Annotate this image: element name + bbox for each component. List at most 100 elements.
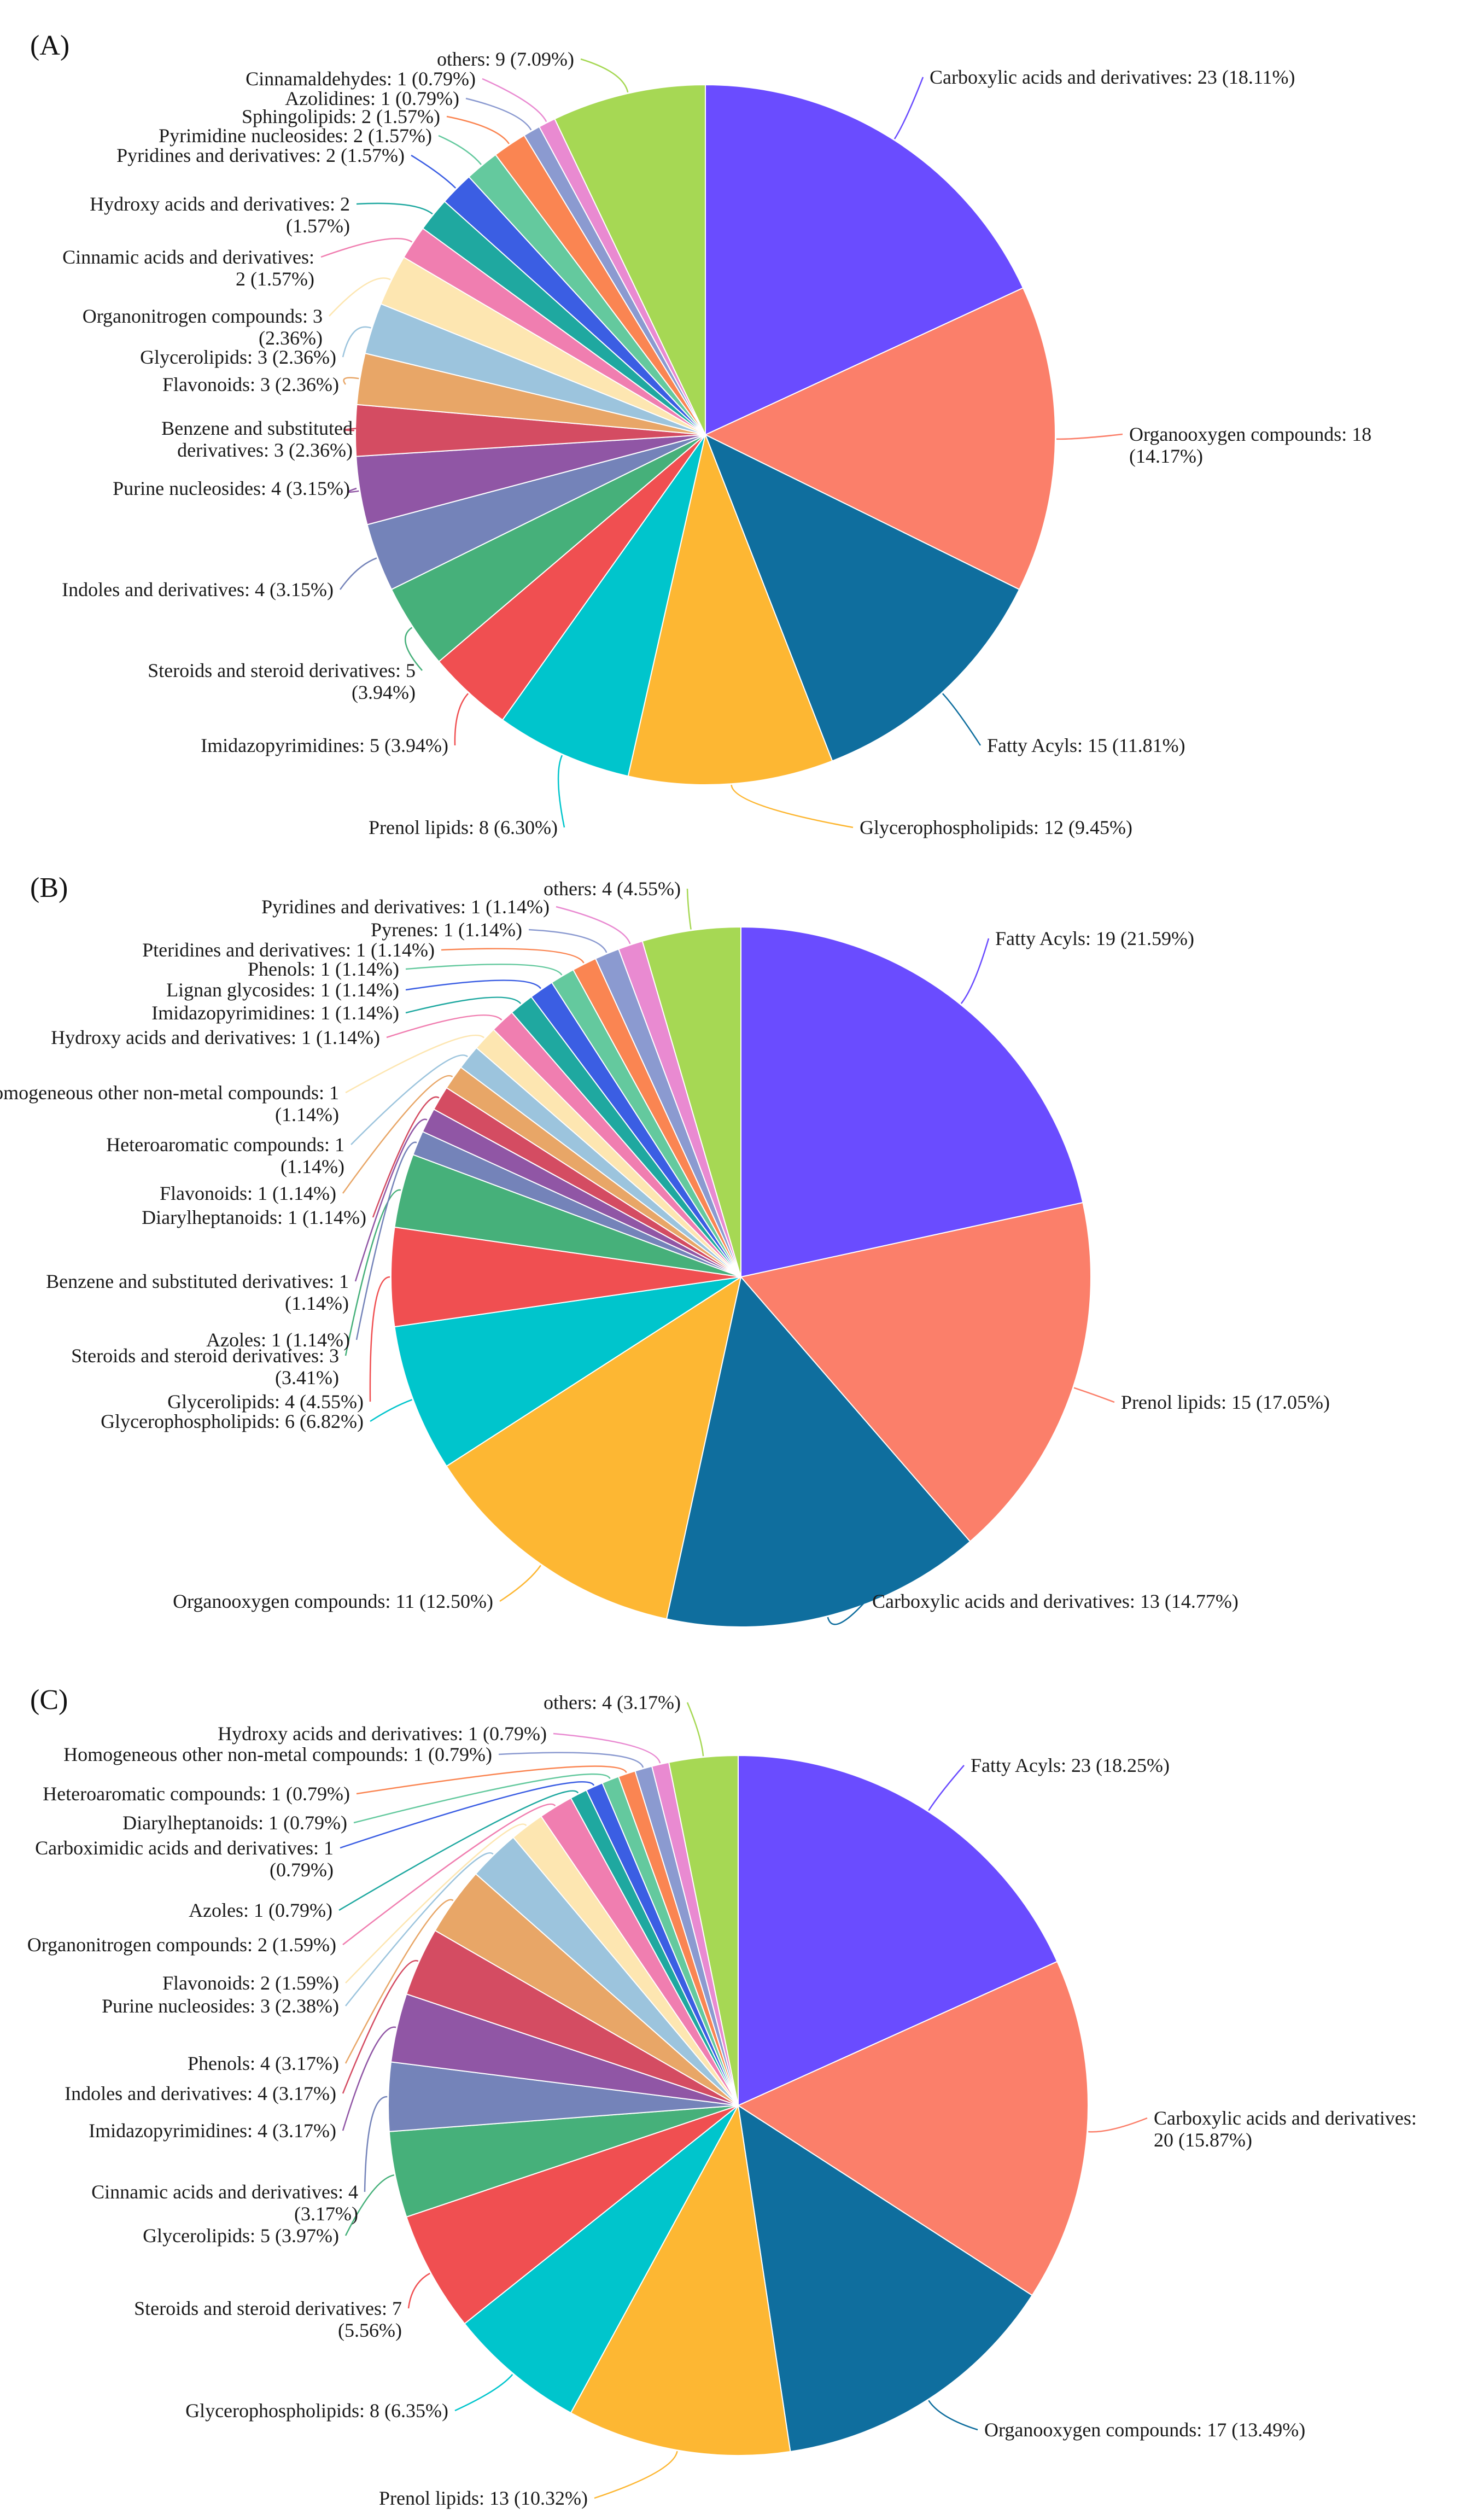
pie-slice-carboxylic-acids-and-derivatives[interactable] [737,1961,1089,2296]
leader-line-pyridines-and-derivatives [556,906,631,944]
leader-line-phenols [344,1899,454,2064]
slice-label-carboxylic-acids-and-derivatives: Carboxylic acids and derivatives: 20 (15.… [1154,2107,1417,2151]
slice-label-cinnamaldehydes: Cinnamaldehydes: 1 (0.79%) [246,68,476,90]
slice-label-azolidines: Azolidines: 1 (0.79%) [285,88,459,109]
leader-line-flavonoids [345,1823,527,1984]
slice-label-organooxygen-compounds: Organooxygen compounds: 11 (12.50%) [173,1590,493,1612]
pie-slice-glycerolipids[interactable] [390,1226,741,1328]
slice-label-purine-nucleosides: Purine nucleosides: 3 (2.38%) [102,1995,339,2017]
slice-label-steroids-and-steroid-derivatives: Steroids and steroid derivatives: 5 (3.94… [148,660,416,703]
leader-line-carboxylic-acids-and-derivatives [893,77,924,139]
leader-line-cinnamic-acids-and-derivatives [364,2096,388,2192]
leader-line-azoles [338,1790,579,1911]
slice-label-pyridines-and-derivatives: Pyridines and derivatives: 1 (1.14%) [261,896,550,918]
leader-line-lignan-glycosides [405,979,541,991]
leader-line-imidazopyrimidines [454,693,469,746]
slice-label-hydroxy-acids-and-derivatives: Hydroxy acids and derivatives: 1 (0.79%) [218,1723,547,1745]
slice-label-benzene-and-substituted-derivatives: Benzene and substituted derivatives: 3 (2… [161,417,353,461]
leader-line-fatty-acyls [942,693,982,746]
leader-line-indoles-and-derivatives [339,557,377,590]
slice-label-pteridines-and-derivatives: Pteridines and derivatives: 1 (1.14%) [142,939,435,961]
leader-line-glycerolipids [369,1276,390,1402]
pie-slice-organooxygen-compounds[interactable] [446,1275,742,1620]
pie-slice-glycerophospholipids[interactable] [464,2105,739,2414]
slice-label-fatty-acyls: Fatty Acyls: 15 (11.81%) [987,734,1185,756]
panel-label: (B) [30,872,68,903]
leader-line-hydroxy-acids-and-derivatives [386,1014,503,1039]
slice-label-purine-nucleosides: Purine nucleosides: 4 (3.15%) [113,477,350,499]
slice-label-diarylheptanoids: Diarylheptanoids: 1 (0.79%) [122,1812,347,1834]
leader-line-others [686,888,692,930]
slice-label-others: others: 4 (4.55%) [544,878,681,900]
slice-label-sphingolipids: Sphingolipids: 2 (1.57%) [242,106,440,127]
leader-line-azolidines [465,97,532,131]
slice-label-glycerolipids: Glycerolipids: 4 (4.55%) [167,1391,364,1413]
leader-line-others [686,1702,704,1757]
leader-line-prenol-lipids [594,2451,678,2499]
leader-line-cinnamic-acids-and-derivatives [320,237,413,258]
leader-line-hydroxy-acids-and-derivatives [553,1732,661,1764]
slice-label-organooxygen-compounds: Organooxygen compounds: 18 (14.17%) [1129,423,1371,467]
slice-label-imidazopyrimidines: Imidazopyrimidines: 1 (1.14%) [151,1002,399,1024]
leader-line-steroids-and-steroid-derivatives [344,1189,401,1356]
pie-slice-prenol-lipids[interactable] [501,434,706,777]
leader-line-glycerophospholipids [731,784,854,829]
slice-label-prenol-lipids: Prenol lipids: 8 (6.30%) [369,816,558,838]
leader-line-pyridines-and-derivatives [411,154,457,189]
slice-label-pyrimidine-nucleosides: Pyrimidine nucleosides: 2 (1.57%) [159,125,432,147]
panel-label: (A) [30,30,69,61]
slice-label-phenols: Phenols: 1 (1.14%) [248,958,399,980]
slice-label-indoles-and-derivatives: Indoles and derivatives: 4 (3.15%) [62,579,334,600]
pie-slice-glycerophospholipids[interactable] [394,1276,741,1467]
leader-line-carboxylic-acids-and-derivatives [827,1601,866,1625]
slice-label-diarylheptanoids: Diarylheptanoids: 1 (1.14%) [142,1206,366,1228]
pie-slice-glycerophospholipids[interactable] [627,433,833,785]
pie-slice-fatty-acyls[interactable] [704,433,1020,762]
leader-line-imidazopyrimidines [342,2026,396,2131]
pie-slice-fatty-acyls[interactable] [740,926,1084,1278]
leader-line-prenol-lipids [557,755,565,828]
slice-label-phenols: Phenols: 4 (3.17%) [188,2052,339,2074]
pie-slice-carboxylic-acids-and-derivatives[interactable] [665,1275,971,1628]
pie-slice-prenol-lipids[interactable] [570,2103,791,2456]
slice-label-flavonoids: Flavonoids: 1 (1.14%) [160,1182,336,1204]
slice-label-carboximidic-acids-and-derivatives: Carboximidic acids and derivatives: 1 (0.… [35,1837,334,1881]
leader-line-prenol-lipids [1073,1387,1115,1403]
slice-label-lignan-glycosides: Lignan glycosides: 1 (1.14%) [166,979,399,1001]
pie-slice-fatty-acyls[interactable] [738,1754,1058,2107]
leader-line-benzene-and-substituted-derivatives [344,427,360,431]
pie-chart-c: (C) Fatty Acyls: 23 (18.25%) Carboxylic ac… [27,1684,1417,2509]
slice-label-glycerolipids: Glycerolipids: 5 (3.97%) [143,2225,339,2247]
leader-line-carboxylic-acids-and-derivatives [1088,2117,1148,2133]
slice-label-imidazopyrimidines: Imidazopyrimidines: 4 (3.17%) [89,2120,336,2142]
leader-line-organonitrogen-compounds [342,1803,556,1945]
leader-line-pyrimidine-nucleosides [438,135,482,165]
slice-label-indoles-and-derivatives: Indoles and derivatives: 4 (3.17%) [65,2082,336,2104]
leader-line-homogeneous-other-non-metal-compounds [498,1752,644,1768]
slice-label-fatty-acyls: Fatty Acyls: 23 (18.25%) [971,1754,1170,1776]
pie-chart-a: (A) Carboxylic acids and derivatives: 23 … [30,30,1371,838]
pie-slice-others[interactable] [668,1754,739,2106]
leader-line-glycerolipids [342,326,371,358]
slice-label-benzene-and-substituted-derivatives: Benzene and substituted derivatives: 1 (1… [46,1270,349,1314]
pie-slice-organooxygen-compounds[interactable] [737,2104,1033,2453]
pie-slice-others[interactable] [641,926,741,1278]
leader-line-glycerophospholipids [370,1399,412,1422]
leader-line-steroids-and-steroid-derivatives [407,2272,430,2309]
leader-line-heteroaromatic-compounds [356,1765,627,1795]
slice-label-steroids-and-steroid-derivatives: Steroids and steroid derivatives: 3 (3.41… [71,1345,339,1389]
leader-line-others [580,58,629,93]
pie-slice-prenol-lipids[interactable] [740,1201,1091,1543]
slice-label-azoles: Azoles: 1 (1.14%) [206,1329,350,1351]
slice-label-cinnamic-acids-and-derivatives: Cinnamic acids and derivatives: 4 (3.17%) [91,2181,358,2225]
leader-line-benzene-and-substituted-derivatives [354,1118,428,1282]
pie-slice-carboxylic-acids-and-derivatives[interactable] [705,84,1024,436]
leader-line-flavonoids [342,1075,453,1194]
slice-label-glycerolipids: Glycerolipids: 3 (2.36%) [140,346,336,368]
pie-slice-others[interactable] [554,84,706,435]
leader-line-hydroxy-acids-and-derivatives [356,202,433,215]
pie-slice-organooxygen-compounds[interactable] [704,287,1056,591]
pie-slice-steroids-and-steroid-derivatives[interactable] [406,2105,739,2325]
slice-label-organonitrogen-compounds: Organonitrogen compounds: 3 (2.36%) [83,305,323,349]
leader-line-organooxygen-compounds [499,1565,541,1602]
